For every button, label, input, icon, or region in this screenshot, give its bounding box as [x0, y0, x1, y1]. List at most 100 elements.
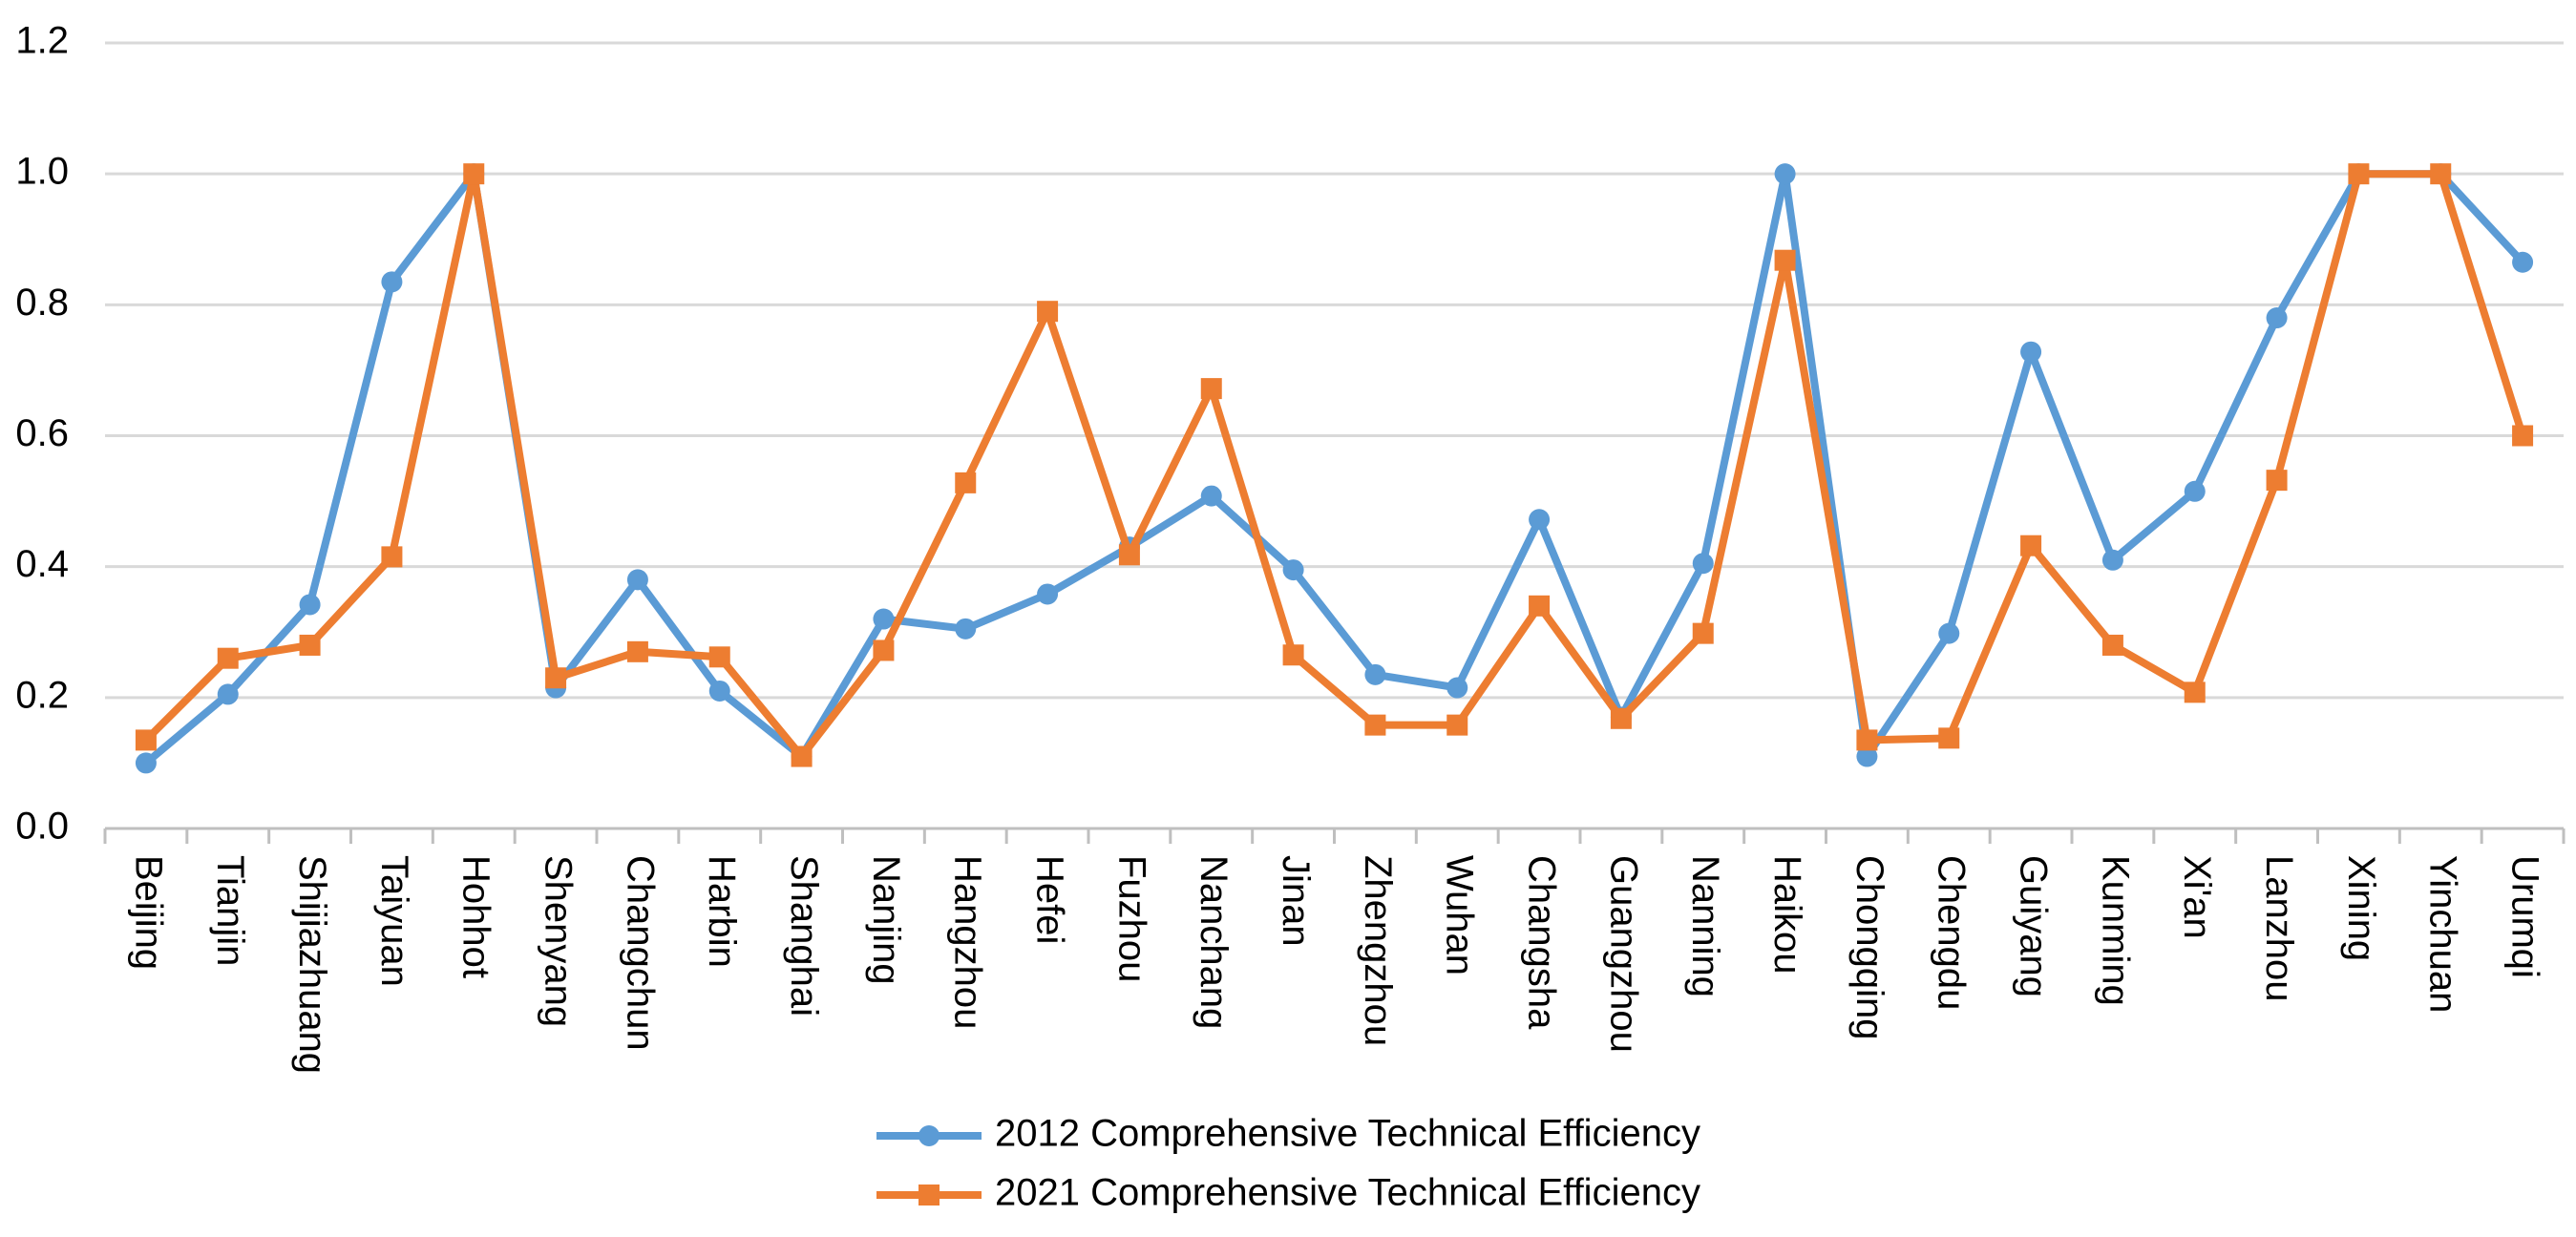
data-point — [2430, 163, 2452, 185]
data-point — [2101, 634, 2123, 656]
x-tick-label: Shijiazhuang — [291, 855, 333, 1074]
data-point — [873, 639, 895, 661]
data-point — [708, 680, 730, 702]
y-tick-label: 0.2 — [15, 674, 69, 716]
data-point — [1446, 714, 1468, 736]
data-point — [2266, 307, 2288, 329]
data-point — [2184, 480, 2206, 502]
x-tick-label: Guangzhou — [1602, 855, 1644, 1053]
data-point — [2266, 470, 2288, 492]
y-tick-label: 0.6 — [15, 412, 69, 454]
x-tick-label: Tianjin — [209, 855, 251, 966]
data-point — [1529, 595, 1551, 617]
data-point — [2101, 549, 2123, 571]
data-point — [381, 546, 403, 568]
x-tick-label: Jinan — [1275, 855, 1317, 947]
data-point — [2348, 163, 2370, 185]
legend-marker — [918, 1185, 940, 1206]
x-tick-label: Nanjing — [865, 855, 907, 985]
legend-label: 2021 Comprehensive Technical Efficiency — [995, 1172, 1700, 1214]
y-tick-label: 1.0 — [15, 151, 69, 193]
data-point — [2020, 535, 2042, 556]
data-point — [2512, 425, 2534, 447]
x-tick-label: Xining — [2340, 855, 2382, 961]
data-point — [381, 271, 403, 293]
data-point — [791, 745, 813, 767]
y-tick-label: 1.2 — [15, 20, 69, 62]
x-tick-label: Harbin — [701, 855, 743, 968]
x-tick-label: Nanning — [1684, 855, 1726, 997]
x-tick-label: Taiyuan — [373, 855, 415, 987]
x-tick-label: Zhengzhou — [1357, 855, 1399, 1046]
data-point — [1118, 544, 1140, 566]
x-tick-label: Yinchuan — [2422, 855, 2464, 1013]
y-tick-label: 0.4 — [15, 543, 69, 585]
x-tick-label: Hohhot — [455, 855, 497, 978]
x-tick-label: Haikou — [1766, 855, 1808, 975]
data-point — [1938, 727, 1960, 749]
data-point — [626, 569, 648, 591]
x-tick-label: Guiyang — [2013, 855, 2055, 997]
data-point — [1037, 583, 1059, 605]
x-tick-label: Hangzhou — [947, 855, 989, 1029]
x-tick-label: Chongqing — [1848, 855, 1890, 1039]
data-point — [708, 646, 730, 668]
data-point — [1364, 663, 1386, 685]
series — [135, 163, 2534, 774]
data-point — [217, 647, 239, 669]
x-tick-label: Shanghai — [783, 855, 825, 1017]
data-point — [1446, 677, 1468, 699]
legend-marker — [918, 1125, 940, 1146]
data-point — [463, 163, 485, 185]
data-point — [2184, 681, 2206, 703]
data-point — [1692, 622, 1714, 644]
y-tick-label: 0.8 — [15, 282, 69, 324]
data-point — [1200, 485, 1222, 507]
x-tick-label: Changchun — [619, 855, 661, 1051]
data-point — [873, 608, 895, 630]
data-point — [626, 640, 648, 662]
data-point — [1610, 707, 1632, 729]
axes: 0.0 0.2 0.4 0.6 0.8 1.0 1.2 Beijing Tianjin Shiji… — [15, 20, 2565, 1074]
x-tick-label: Shenyang — [538, 855, 580, 1027]
x-tick-label: Fuzhou — [1110, 855, 1152, 982]
legend-label: 2012 Comprehensive Technical Efficiency — [995, 1113, 1700, 1155]
data-point — [1200, 378, 1222, 400]
x-tick-label: Lanzhou — [2258, 855, 2300, 1001]
data-point — [1774, 249, 1796, 271]
x-tick-label: Xi'an — [2176, 855, 2218, 939]
data-point — [1856, 745, 1878, 767]
data-point — [1692, 553, 1714, 575]
data-point — [2020, 341, 2042, 363]
data-point — [1856, 729, 1878, 751]
y-tick-label: 0.0 — [15, 806, 69, 848]
data-point — [299, 634, 321, 656]
data-point — [135, 752, 157, 774]
gridlines — [105, 41, 2564, 700]
data-point — [299, 594, 321, 616]
x-tick-label: Wuhan — [1439, 855, 1481, 975]
data-point — [955, 618, 977, 639]
legend: 2012 Comprehensive Technical Efficiency 2… — [876, 1113, 1700, 1214]
x-tick-label: Kunming — [2094, 855, 2136, 1006]
data-point — [545, 667, 567, 689]
data-point — [1282, 644, 1304, 666]
x-tick-label: Nanchang — [1193, 855, 1235, 1029]
x-tick-label: Changsha — [1521, 855, 1563, 1030]
data-point — [1364, 714, 1386, 736]
data-point — [1774, 163, 1796, 185]
x-tick-label: Beijing — [127, 855, 169, 970]
data-point — [1938, 622, 1960, 644]
data-point — [2512, 251, 2534, 273]
x-tick-label: Chengdu — [1931, 855, 1973, 1010]
data-point — [135, 729, 157, 751]
data-point — [217, 683, 239, 705]
series-line — [143, 170, 2526, 761]
data-point — [1529, 509, 1551, 531]
data-point — [955, 472, 977, 493]
data-point — [1037, 301, 1059, 323]
data-point — [1282, 559, 1304, 581]
x-tick-label: Urumqi — [2504, 855, 2546, 978]
x-tick-label: Hefei — [1029, 855, 1071, 944]
